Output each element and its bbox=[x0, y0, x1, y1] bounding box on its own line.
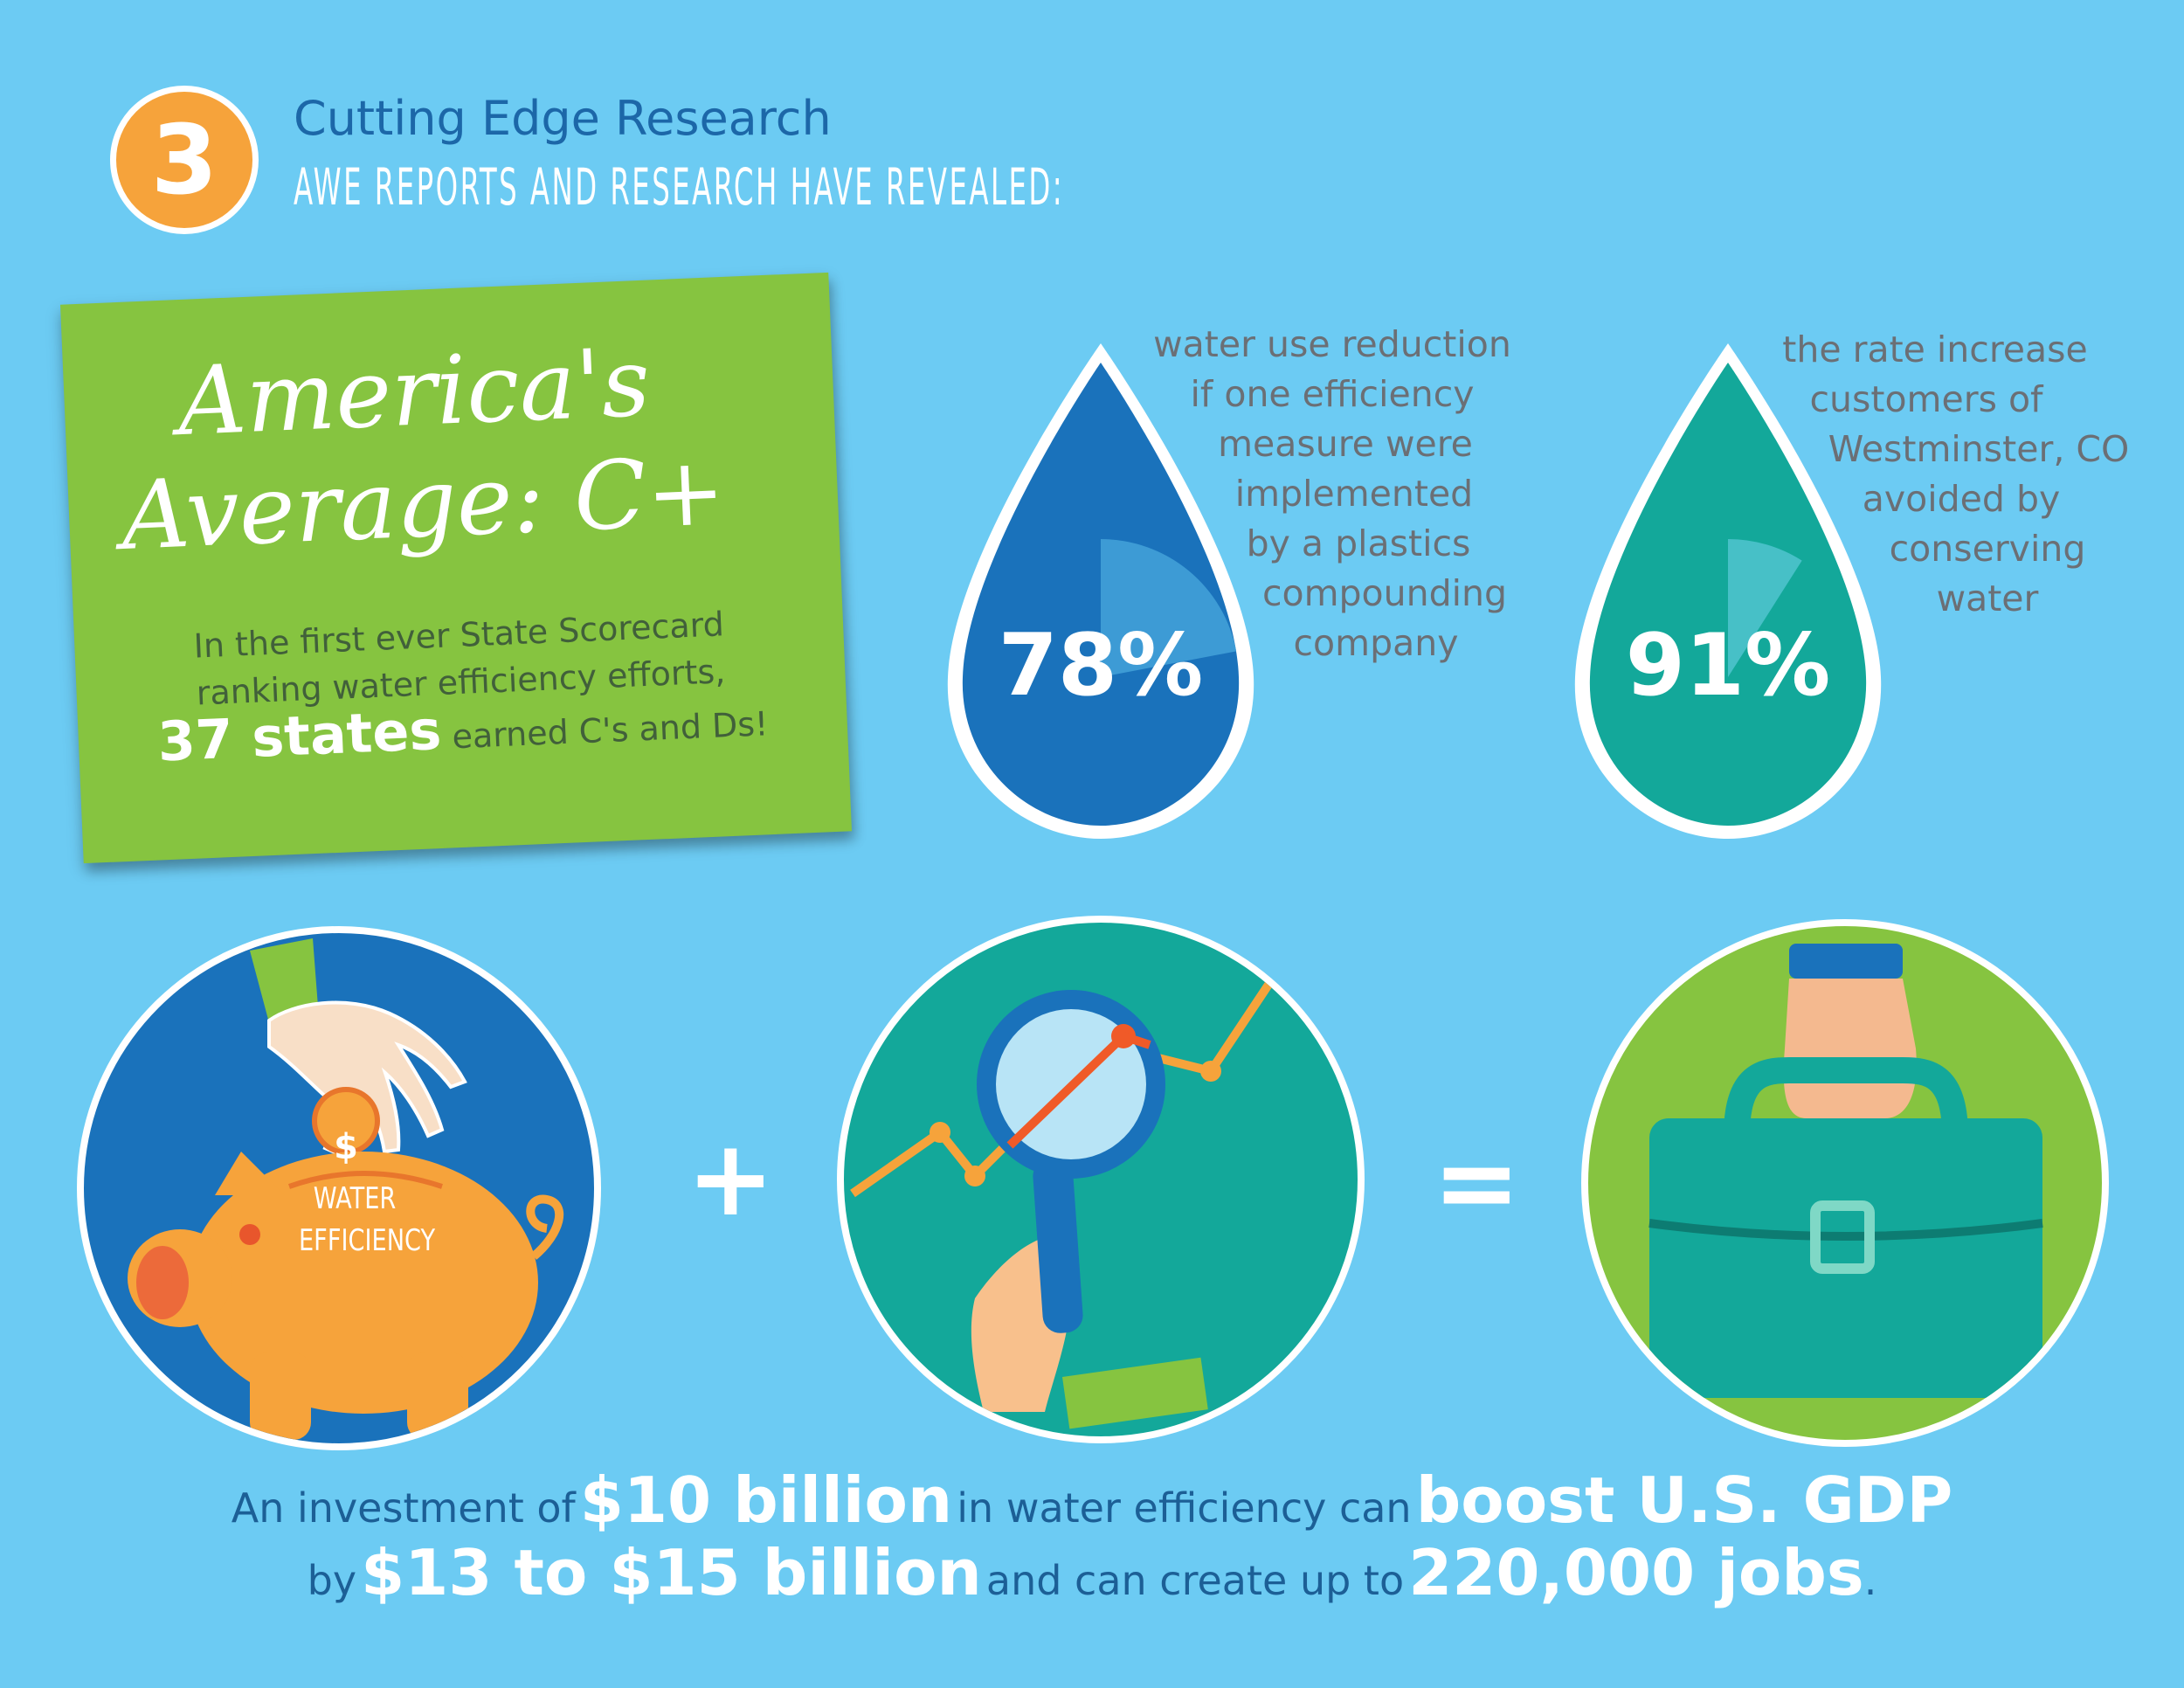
piggy-label: WATER EFFICIENCY bbox=[299, 1178, 436, 1262]
piggy-bank-illustration bbox=[128, 938, 564, 1440]
briefcase-illustration bbox=[1648, 944, 2043, 1398]
section-number: 3 bbox=[150, 104, 218, 216]
drop2-desc-line: the rate increase bbox=[1782, 329, 2088, 370]
footer-l2-c: and can create up to bbox=[985, 1557, 1405, 1604]
drop2-desc-line: water bbox=[1936, 578, 2039, 619]
coin-symbol: $ bbox=[334, 1127, 358, 1167]
plus-sign: + bbox=[687, 1118, 775, 1240]
drop1-desc-line: compounding bbox=[1261, 572, 1508, 614]
drop1-desc-line: measure were bbox=[1218, 423, 1473, 465]
footer-l1-c: in water efficiency can bbox=[957, 1484, 1412, 1532]
magnifier-handle bbox=[1033, 1158, 1083, 1333]
water-drop-blue bbox=[947, 343, 1254, 839]
growth-research-illustration bbox=[850, 933, 1323, 1429]
footer-l2-e: . bbox=[1863, 1557, 1877, 1604]
drop2-desc-line: avoided by bbox=[1862, 478, 2061, 520]
footer-l2-d: 220,000 jobs bbox=[1408, 1536, 1864, 1609]
drop1-description: water use reduction if one efficiency me… bbox=[1153, 320, 1564, 668]
section-title: Cutting Edge Research bbox=[294, 91, 832, 146]
footer-line2: by $13 to $15 billion and can create up … bbox=[0, 1536, 2184, 1609]
briefcase-icon bbox=[1649, 1118, 2042, 1398]
drop2-desc-line: Westminster, CO bbox=[1828, 428, 2130, 470]
drop2-desc-line: customers of bbox=[1809, 378, 2043, 420]
drop2-description: the rate increase customers of Westminst… bbox=[1756, 325, 2158, 624]
drop2-slice-highlight bbox=[1728, 452, 1802, 677]
briefcase-circle bbox=[1581, 919, 2109, 1447]
green-sleeve bbox=[1062, 1357, 1208, 1429]
drop1-desc-line: if one efficiency bbox=[1190, 373, 1475, 415]
scorecard-title: America's Average: C+ bbox=[114, 322, 787, 573]
briefcase-clasp bbox=[1810, 1200, 1875, 1274]
drop1-desc-line: implemented bbox=[1234, 473, 1474, 515]
scorecard-text-line3-rest: earned C's and Ds! bbox=[451, 704, 770, 757]
piggy-label-line1: WATER bbox=[313, 1181, 397, 1216]
footer-line1: An investment of $10 billion in water ef… bbox=[0, 1463, 2184, 1537]
drop2-percent: 91% bbox=[1625, 616, 1831, 716]
section-number-badge: 3 bbox=[110, 86, 259, 234]
scorecard-card: America's Average: C+ In the first ever … bbox=[59, 272, 853, 864]
growth-research-circle bbox=[837, 916, 1365, 1443]
footer-l2-a: by bbox=[307, 1557, 357, 1604]
drop1-desc-line: company bbox=[1293, 622, 1459, 664]
drop1-desc-line: by a plastics bbox=[1246, 522, 1471, 564]
piggy-label-line2: EFFICIENCY bbox=[299, 1223, 436, 1258]
briefcase-handle bbox=[1724, 1057, 1968, 1137]
piggy-bank-circle: $ WATER EFFICIENCY bbox=[77, 926, 601, 1450]
footer-l2-b: $13 to $15 billion bbox=[361, 1536, 982, 1609]
blue-sleeve bbox=[1789, 944, 1903, 979]
drop2-desc-line: conserving bbox=[1889, 528, 2086, 570]
scorecard-text: In the first ever State Scorecard rankin… bbox=[152, 598, 770, 774]
footer-l1-a: An investment of bbox=[231, 1484, 576, 1532]
hand-icon bbox=[1783, 979, 1917, 1118]
drop1-desc-line: water use reduction bbox=[1153, 323, 1511, 365]
footer-l1-b: $10 billion bbox=[579, 1463, 953, 1537]
arrow-up-icon bbox=[1254, 933, 1323, 1002]
water-drop-teal bbox=[1574, 343, 1882, 839]
equals-sign: = bbox=[1433, 1123, 1521, 1244]
piggy-bank-icon bbox=[189, 1152, 538, 1414]
scorecard-highlight: 37 states bbox=[156, 697, 443, 774]
drop1-slice-highlight bbox=[1101, 452, 1237, 677]
footer-l1-d: boost U.S. GDP bbox=[1415, 1463, 1953, 1537]
section-subtitle: AWE REPORTS AND RESEARCH HAVE REVEALED: bbox=[294, 157, 1065, 217]
drop1-percent: 78% bbox=[998, 616, 1204, 716]
